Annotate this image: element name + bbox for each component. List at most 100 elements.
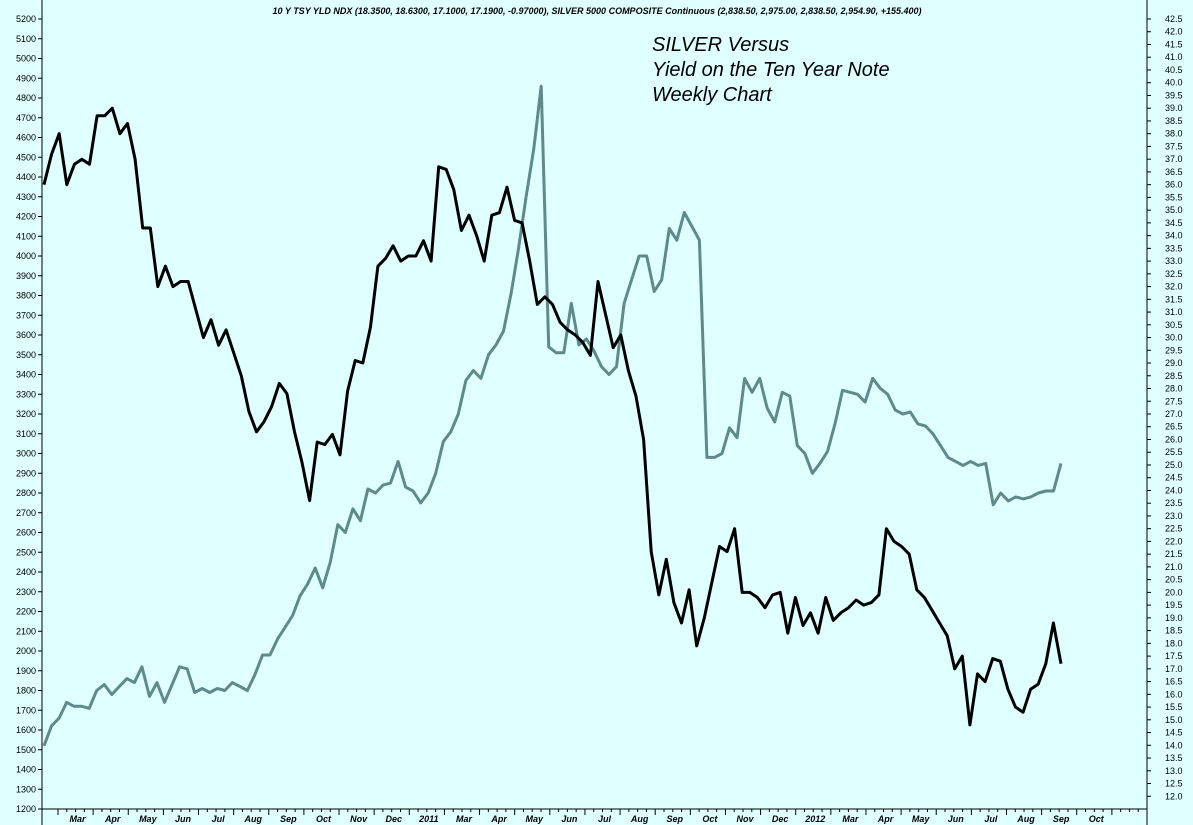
right-tick-label: 23.0 [1165, 511, 1183, 521]
x-tick-label: Mar [842, 814, 859, 824]
right-tick-label: 19.0 [1165, 613, 1183, 623]
right-tick-label: 25.0 [1165, 460, 1183, 470]
left-tick-label: 2500 [16, 547, 36, 557]
left-tick-label: 4200 [16, 212, 36, 222]
chart-title-line-3: Weekly Chart [652, 84, 773, 106]
right-tick-label: 12.5 [1165, 779, 1183, 789]
right-tick-label: 28.5 [1165, 371, 1183, 381]
left-tick-label: 2300 [16, 587, 36, 597]
right-tick-label: 39.0 [1165, 103, 1183, 113]
right-tick-label: 30.0 [1165, 333, 1183, 343]
right-tick-label: 15.0 [1165, 715, 1183, 725]
chart-title-line-2: Yield on the Ten Year Note [652, 59, 890, 81]
x-tick-label: Jul [598, 814, 612, 824]
right-tick-label: 38.5 [1165, 116, 1183, 126]
right-tick-label: 24.5 [1165, 473, 1183, 483]
right-tick-label: 16.0 [1165, 689, 1183, 699]
chart-header: 10 Y TSY YLD NDX (18.3500, 18.6300, 17.1… [273, 6, 922, 16]
left-tick-label: 3400 [16, 370, 36, 380]
x-tick-label: 2011 [418, 814, 438, 824]
x-tick-label: Oct [316, 814, 332, 824]
right-tick-label: 36.0 [1165, 180, 1183, 190]
left-tick-label: 5000 [16, 54, 36, 64]
right-tick-label: 30.5 [1165, 320, 1183, 330]
right-tick-label: 39.5 [1165, 90, 1183, 100]
right-tick-label: 23.5 [1165, 498, 1183, 508]
x-tick-label: May [139, 814, 158, 824]
left-tick-label: 2600 [16, 528, 36, 538]
left-tick-label: 1500 [16, 745, 36, 755]
right-tick-label: 35.0 [1165, 205, 1183, 215]
left-tick-label: 1200 [16, 804, 36, 814]
right-tick-label: 26.0 [1165, 434, 1183, 444]
right-tick-label: 32.5 [1165, 269, 1183, 279]
right-tick-label: 38.0 [1165, 129, 1183, 139]
right-tick-label: 17.5 [1165, 651, 1183, 661]
left-axis: 5200 5100 5000 4900 4800 4700 4600 4500 4400 4300… [16, 14, 42, 814]
left-tick-label: 2000 [16, 646, 36, 656]
right-tick-label: 31.0 [1165, 307, 1183, 317]
chart-title-line-1: SILVER Versus [652, 34, 789, 56]
right-tick-label: 42.0 [1165, 27, 1183, 37]
left-tick-label: 4800 [16, 93, 36, 103]
left-tick-label: 4500 [16, 152, 36, 162]
series-group [42, 84, 1063, 747]
right-tick-label: 40.5 [1165, 65, 1183, 75]
right-tick-label: 27.0 [1165, 409, 1183, 419]
treasury-yield-series-line [42, 106, 1063, 727]
x-tick-label: Oct [1089, 814, 1105, 824]
right-tick-label: 21.5 [1165, 549, 1183, 559]
right-tick-label: 21.0 [1165, 562, 1183, 572]
right-tick-label: 32.0 [1165, 282, 1183, 292]
left-tick-label: 1400 [16, 765, 36, 775]
left-tick-label: 3100 [16, 429, 36, 439]
right-tick-label: 24.0 [1165, 485, 1183, 495]
left-tick-label: 3600 [16, 330, 36, 340]
x-tick-label: Nov [737, 814, 755, 824]
right-tick-label: 41.5 [1165, 39, 1183, 49]
right-tick-label: 42.5 [1165, 14, 1183, 24]
left-tick-label: 2100 [16, 626, 36, 636]
right-tick-label: 41.0 [1165, 52, 1183, 62]
left-tick-label: 2800 [16, 488, 36, 498]
right-tick-label: 40.0 [1165, 78, 1183, 88]
right-tick-label: 33.5 [1165, 243, 1183, 253]
right-tick-label: 14.5 [1165, 728, 1183, 738]
x-tick-label: Apr [104, 814, 121, 824]
right-tick-label: 22.0 [1165, 536, 1183, 546]
x-tick-label: Sep [667, 814, 684, 824]
right-tick-label: 26.5 [1165, 422, 1183, 432]
right-tick-label: 14.0 [1165, 740, 1183, 750]
right-tick-label: 25.5 [1165, 447, 1183, 457]
right-tick-label: 20.0 [1165, 587, 1183, 597]
x-axis: Mar Apr May Jun Jul Aug Sep Oct Nov Dec 2011 Mar Apr… [57, 809, 1148, 824]
x-tick-label: Jul [984, 814, 998, 824]
left-tick-label: 3500 [16, 350, 36, 360]
x-tick-label: Jul [212, 814, 226, 824]
x-tick-label: Aug [1016, 814, 1035, 824]
x-tick-label: Sep [1053, 814, 1070, 824]
right-tick-label: 28.0 [1165, 384, 1183, 394]
x-tick-label: Jun [561, 814, 578, 824]
left-tick-label: 4100 [16, 231, 36, 241]
right-tick-label: 20.5 [1165, 575, 1183, 585]
right-tick-label: 34.0 [1165, 231, 1183, 241]
x-tick-label: Oct [702, 814, 718, 824]
left-tick-label: 3300 [16, 389, 36, 399]
left-tick-label: 1300 [16, 784, 36, 794]
silver-series-line [42, 84, 1063, 747]
x-tick-label: 2012 [804, 814, 825, 824]
right-tick-label: 22.5 [1165, 524, 1183, 534]
x-tick-label: Apr [490, 814, 507, 824]
right-tick-label: 18.5 [1165, 626, 1183, 636]
left-tick-label: 3900 [16, 271, 36, 281]
x-tick-label: Mar [70, 814, 87, 824]
right-tick-label: 33.0 [1165, 256, 1183, 266]
right-tick-label: 29.5 [1165, 345, 1183, 355]
x-tick-label: Sep [280, 814, 297, 824]
right-tick-label: 15.5 [1165, 702, 1183, 712]
left-tick-label: 4300 [16, 192, 36, 202]
right-tick-label: 31.5 [1165, 294, 1183, 304]
